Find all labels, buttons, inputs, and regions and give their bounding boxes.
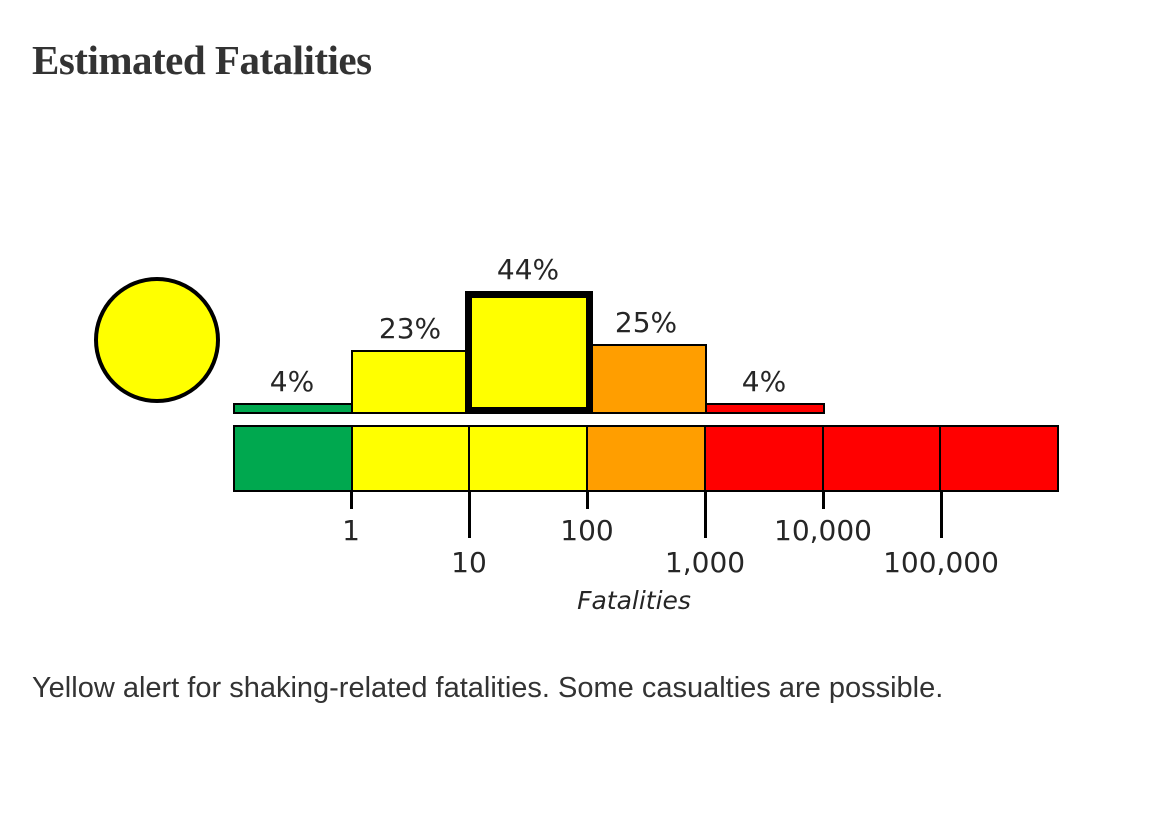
colorbar-segment [821,427,940,490]
bar-value-label: 23% [378,312,442,345]
axis-tick-label: 100,000 [883,546,999,579]
axis-tick [821,490,825,509]
bar-value-label: 4% [269,365,315,398]
axis-tick [349,490,353,509]
colorbar-segment [586,427,704,490]
axis-tick [939,490,943,538]
colorbar-segment [939,427,1058,490]
colorbar [233,425,1059,492]
axis-tick-label: 100 [560,514,614,547]
axis-tick-label: 1 [342,514,360,547]
colorbar-segment [468,427,587,490]
histogram-bar-selected [465,291,593,414]
colorbar-segment [235,427,351,490]
histogram-bar [351,350,471,414]
axis-tick-label: 10,000 [774,514,872,547]
colorbar-segment [350,427,469,490]
x-axis-label: Fatalities [577,586,691,615]
alert-level-indicator [94,277,220,403]
axis-tick-label: 10 [451,546,487,579]
colorbar-segment [703,427,822,490]
bar-value-label: 44% [496,253,560,286]
axis-tick-label: 1,000 [664,546,746,579]
axis-tick [703,490,707,538]
fatalities-histogram: Fatalities 4% 23% 44% 25% 4% 1 10 100 1,000 10,00… [94,253,1059,615]
histogram-bar [233,403,353,414]
alert-summary: Yellow alert for shaking-related fatalit… [32,672,944,704]
axis-tick [467,490,471,538]
bar-value-label: 4% [741,365,787,398]
axis-tick [585,490,589,509]
bar-value-label: 25% [614,306,678,339]
histogram-bar [705,403,825,414]
histogram-bar [587,344,707,414]
page-title: Estimated Fatalities [32,37,372,83]
